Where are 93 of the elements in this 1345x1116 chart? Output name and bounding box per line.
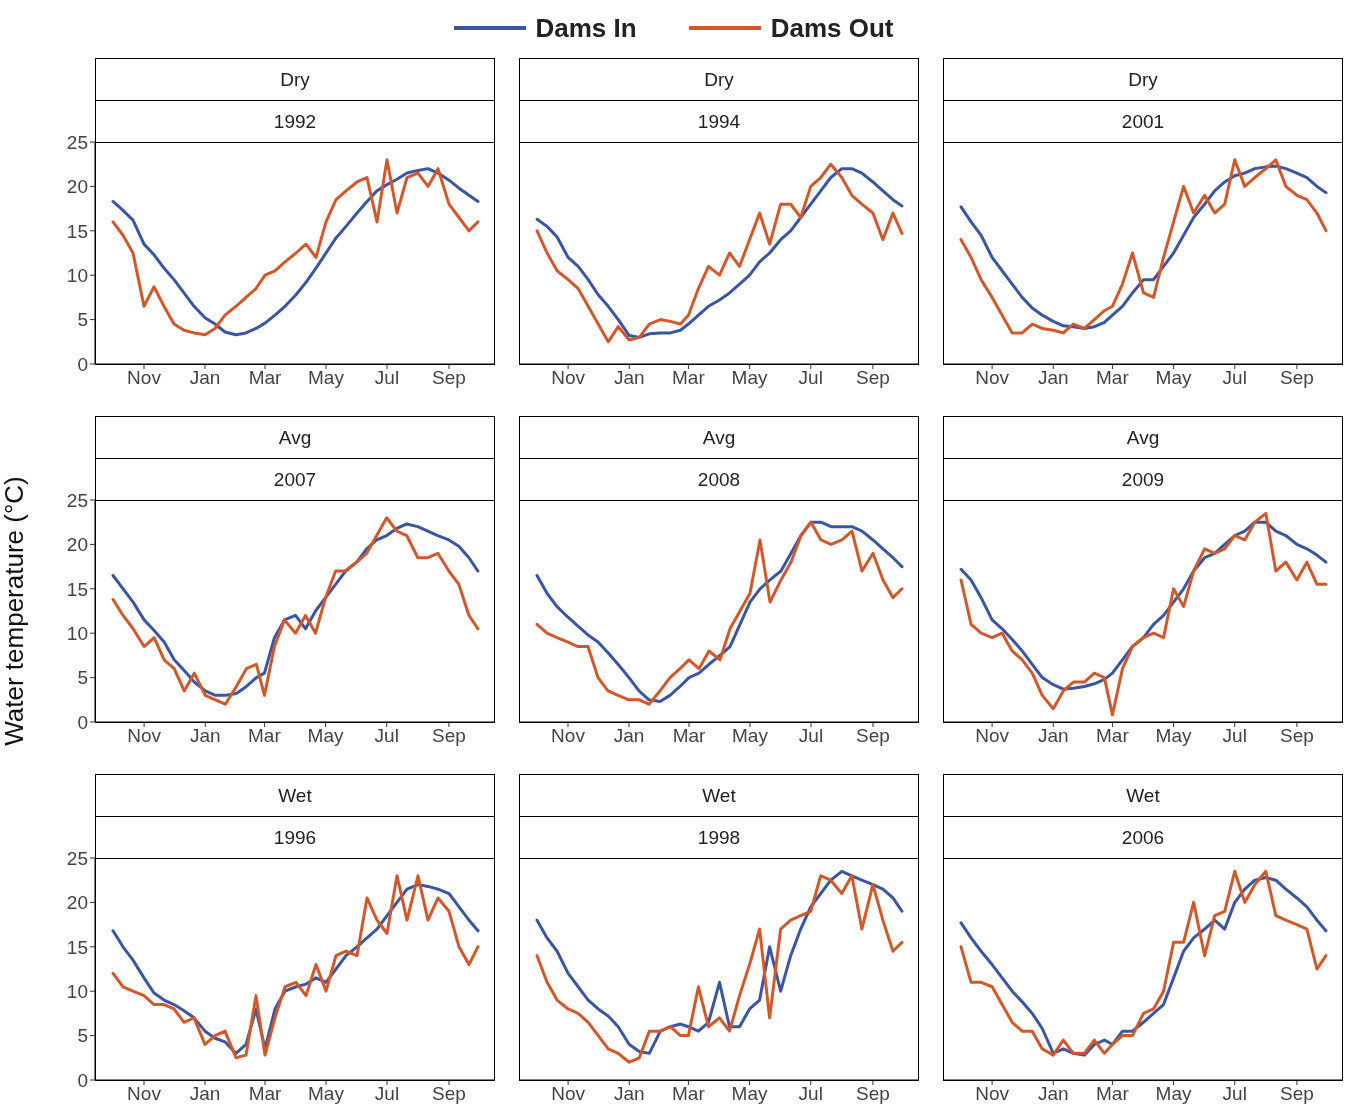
chart-subtitle: 2007 [273, 468, 317, 491]
x-tick-label: Jul [374, 367, 400, 389]
x-tick-label: Jul [798, 367, 823, 389]
legend-label: Dams Out [770, 12, 894, 43]
x-tick-label: May [732, 725, 769, 747]
x-tick-label: Mar [1096, 367, 1130, 389]
x-tick-label: May [1155, 1083, 1193, 1105]
x-tick-label: Mar [248, 725, 282, 747]
y-tick-label: 25 [66, 847, 88, 869]
chart-title: Dry [704, 68, 734, 91]
x-tick-label: Sep [855, 1083, 890, 1105]
x-tick-label: Nov [127, 725, 162, 747]
y-tick-label: 5 [77, 309, 88, 331]
x-tick-label: Mar [248, 367, 283, 389]
chart-title: Dry [280, 68, 310, 91]
x-tick-label: Jul [374, 1083, 400, 1105]
x-tick-label: Jan [189, 367, 221, 389]
x-tick-label: Jan [613, 1083, 645, 1105]
y-tick-label: 25 [66, 489, 88, 511]
x-tick-label: Jan [189, 1083, 221, 1105]
chart-title: Dry [1128, 68, 1158, 91]
chart-subtitle: 2001 [1121, 110, 1165, 133]
x-tick-label: Jul [1222, 367, 1247, 389]
x-tick-label: Nov [127, 1083, 162, 1105]
y-tick-label: 15 [66, 220, 88, 242]
x-tick-label: Nov [127, 367, 162, 389]
x-tick-label: Jul [374, 725, 399, 747]
x-tick-label: Mar [672, 1083, 706, 1105]
x-tick-label: Sep [1279, 1083, 1314, 1105]
chart-title: Wet [278, 784, 312, 807]
x-tick-label: Nov [975, 367, 1010, 389]
x-tick-label: Jan [613, 725, 645, 747]
x-tick-label: Sep [855, 367, 890, 389]
y-tick-label: 25 [66, 131, 88, 153]
y-axis-title: Water temperature (°C) [0, 476, 29, 746]
x-tick-label: May [1155, 725, 1193, 747]
y-tick-label: 0 [77, 353, 88, 375]
legend-label: Dams In [535, 12, 637, 43]
x-tick-label: Jul [798, 725, 824, 747]
x-tick-label: Mar [672, 725, 707, 747]
x-tick-label: Jan [189, 725, 221, 747]
x-tick-label: May [307, 725, 345, 747]
x-tick-label: May [308, 1083, 345, 1105]
x-tick-label: Jul [1222, 725, 1247, 747]
x-tick-label: Jan [613, 367, 645, 389]
x-tick-label: Jan [1037, 367, 1069, 389]
x-tick-label: May [731, 1083, 769, 1105]
x-tick-label: May [731, 367, 769, 389]
y-tick-label: 10 [66, 264, 88, 286]
x-tick-label: Mar [1096, 1083, 1130, 1105]
y-tick-label: 5 [77, 1025, 88, 1047]
chart-title: Wet [702, 784, 736, 807]
x-tick-label: Mar [1096, 725, 1130, 747]
y-tick-label: 20 [66, 892, 88, 914]
x-tick-label: Jul [798, 1083, 823, 1105]
x-tick-label: Sep [1279, 367, 1314, 389]
y-tick-label: 0 [77, 1069, 88, 1091]
x-tick-label: May [308, 367, 345, 389]
x-tick-label: Jan [1037, 725, 1069, 747]
y-tick-label: 15 [66, 936, 88, 958]
x-tick-label: Nov [551, 725, 586, 747]
x-tick-label: May [1155, 367, 1193, 389]
chart-title: Wet [1126, 784, 1160, 807]
x-tick-label: Nov [551, 367, 586, 389]
x-tick-label: Sep [432, 367, 466, 389]
x-tick-label: Sep [856, 725, 890, 747]
y-tick-label: 20 [66, 534, 88, 556]
y-tick-label: 10 [66, 622, 88, 644]
x-tick-label: Mar [672, 367, 706, 389]
x-tick-label: Nov [551, 1083, 586, 1105]
x-tick-label: Sep [1279, 725, 1314, 747]
chart-subtitle: 1994 [697, 110, 741, 133]
chart-title: Avg [702, 426, 736, 449]
chart-title: Avg [278, 426, 312, 449]
chart-subtitle: 2009 [1121, 468, 1165, 491]
y-tick-label: 20 [66, 176, 88, 198]
chart-subtitle: 1996 [273, 826, 317, 849]
x-tick-label: Sep [432, 1083, 466, 1105]
x-tick-label: Nov [975, 1083, 1010, 1105]
x-tick-label: Nov [975, 725, 1010, 747]
chart-subtitle: 1998 [697, 826, 741, 849]
chart-subtitle: 2006 [1121, 826, 1165, 849]
x-tick-label: Jul [1222, 1083, 1247, 1105]
y-tick-label: 0 [77, 711, 88, 733]
x-tick-label: Sep [431, 725, 466, 747]
y-tick-label: 5 [77, 667, 88, 689]
chart-title: Avg [1126, 426, 1160, 449]
chart-subtitle: 2008 [697, 468, 741, 491]
x-tick-label: Mar [248, 1083, 283, 1105]
chart-subtitle: 1992 [273, 110, 317, 133]
x-tick-label: Jan [1037, 1083, 1069, 1105]
y-tick-label: 10 [66, 980, 88, 1002]
y-tick-label: 15 [66, 578, 88, 600]
